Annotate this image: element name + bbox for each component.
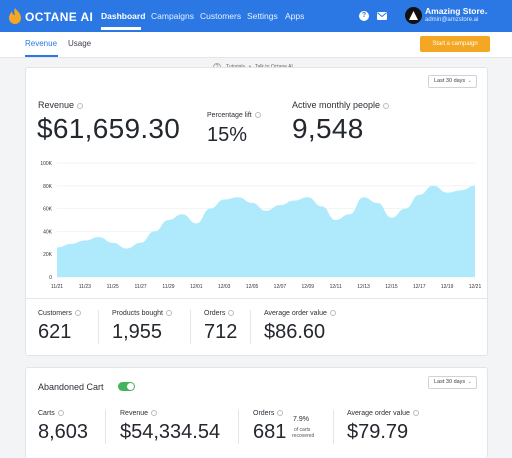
products-bought-value: 1,955	[112, 321, 163, 343]
mail-icon[interactable]	[377, 12, 387, 20]
x-tick-label: 12/13	[357, 284, 370, 290]
lift-label: Percentage lift	[207, 112, 261, 119]
range-label: Last 30 days	[434, 78, 466, 84]
orders-value: 712	[204, 321, 238, 343]
x-tick-label: 12/11	[330, 284, 342, 290]
info-icon[interactable]	[412, 410, 419, 417]
chart-divider	[25, 298, 488, 299]
y-tick-label: 40K	[43, 229, 53, 235]
chevron-down-icon[interactable]: ⌄	[483, 9, 489, 16]
abandoned-cart-card	[25, 367, 488, 458]
info-icon[interactable]	[57, 410, 64, 417]
carts-value: 8,603	[38, 421, 89, 443]
info-icon[interactable]	[329, 310, 336, 317]
lift-value: 15%	[207, 124, 248, 146]
top-nav: OCTANE AI Dashboard Campaigns Customers …	[0, 0, 512, 32]
cart-revenue-label: Revenue	[120, 410, 158, 417]
cart-aov-label: Average order value	[347, 410, 419, 417]
info-icon[interactable]	[383, 102, 390, 109]
cart-orders-value: 681	[253, 421, 287, 443]
x-tick-label: 11/21	[51, 284, 63, 290]
x-tick-label: 12/03	[218, 284, 231, 290]
store-name[interactable]: Amazing Store	[425, 6, 485, 16]
nav-dashboard[interactable]: Dashboard	[101, 11, 146, 21]
y-tick-label: 80K	[43, 184, 53, 190]
aov-label: Average order value	[264, 310, 336, 317]
chevron-down-icon: ⌄	[467, 379, 472, 385]
toggle-knob	[127, 383, 134, 390]
x-tick-label: 12/15	[385, 284, 398, 290]
start-campaign-button[interactable]: Start a campaign	[420, 36, 490, 52]
abandoned-cart-title: Abandoned Cart	[38, 382, 104, 392]
stat-divider	[98, 310, 99, 344]
active-people-label: Active monthly people	[292, 100, 390, 110]
brand-name[interactable]: OCTANE AI	[25, 10, 94, 24]
y-tick-label: 0	[49, 275, 52, 281]
customers-value: 621	[38, 321, 72, 343]
cart-orders-label: Orders	[253, 410, 284, 417]
y-tick-label: 100K	[40, 161, 52, 167]
x-tick-label: 12/21	[469, 284, 482, 290]
y-tick-label: 20K	[43, 252, 53, 258]
abandoned-cart-toggle[interactable]	[118, 382, 135, 391]
aov-value: $86.60	[264, 321, 326, 343]
tab-usage[interactable]: Usage	[68, 39, 92, 48]
x-tick-label: 12/05	[246, 284, 259, 290]
cart-revenue-value: $54,334.54	[120, 421, 221, 443]
x-tick-label: 12/19	[441, 284, 454, 290]
stat-divider	[105, 410, 106, 444]
revenue-area-series	[57, 185, 475, 277]
cart-aov-value: $79.79	[347, 421, 409, 443]
stat-divider	[190, 310, 191, 344]
tab-revenue[interactable]: Revenue	[25, 39, 58, 48]
recovered-text-2: recovered	[292, 433, 315, 439]
revenue-label: Revenue	[38, 100, 84, 110]
store-email: admin@amzstore.ai	[425, 17, 479, 23]
x-tick-label: 12/17	[413, 284, 426, 290]
chevron-down-icon: ⌄	[467, 78, 472, 84]
x-tick-label: 11/23	[79, 284, 91, 290]
products-bought-label: Products bought	[112, 310, 172, 317]
stat-divider	[250, 310, 251, 344]
stat-divider	[238, 410, 239, 444]
carts-label: Carts	[38, 410, 64, 417]
x-tick-label: 11/25	[107, 284, 119, 290]
info-icon[interactable]	[151, 410, 158, 417]
x-tick-label: 12/09	[302, 284, 315, 290]
range-label: Last 30 days	[434, 379, 466, 385]
nav-apps[interactable]: Apps	[285, 11, 305, 21]
customers-label: Customers	[38, 310, 81, 317]
x-tick-label: 12/07	[274, 284, 287, 290]
active-people-value: 9,548	[292, 113, 364, 144]
info-icon[interactable]	[77, 102, 84, 109]
revenue-value: $61,659.30	[37, 113, 181, 144]
help-icon[interactable]: ?	[359, 11, 369, 21]
stat-divider	[333, 410, 334, 444]
info-icon[interactable]	[277, 410, 284, 417]
y-tick-label: 60K	[43, 207, 53, 213]
revenue-range-select[interactable]: Last 30 days ⌄	[428, 75, 477, 88]
info-icon[interactable]	[165, 310, 172, 317]
x-tick-label: 11/29	[162, 284, 174, 290]
info-icon[interactable]	[228, 310, 235, 317]
active-nav-indicator	[101, 27, 141, 30]
x-tick-label: 11/27	[135, 284, 147, 290]
nav-campaigns[interactable]: Campaigns	[151, 11, 194, 21]
octane-flame-icon[interactable]	[8, 8, 22, 24]
store-logo-icon	[409, 11, 418, 20]
store-avatar[interactable]	[405, 7, 422, 24]
info-icon[interactable]	[74, 310, 81, 317]
orders-label: Orders	[204, 310, 235, 317]
info-icon[interactable]	[254, 112, 261, 119]
x-tick-label: 12/01	[190, 284, 203, 290]
abandoned-range-select[interactable]: Last 30 days ⌄	[428, 376, 477, 389]
nav-settings[interactable]: Settings	[247, 11, 278, 21]
recovered-percent: 7.9%	[293, 416, 309, 423]
active-tab-indicator	[25, 55, 58, 57]
recovered-text-1: of carts	[294, 427, 311, 433]
nav-customers[interactable]: Customers	[200, 11, 242, 21]
